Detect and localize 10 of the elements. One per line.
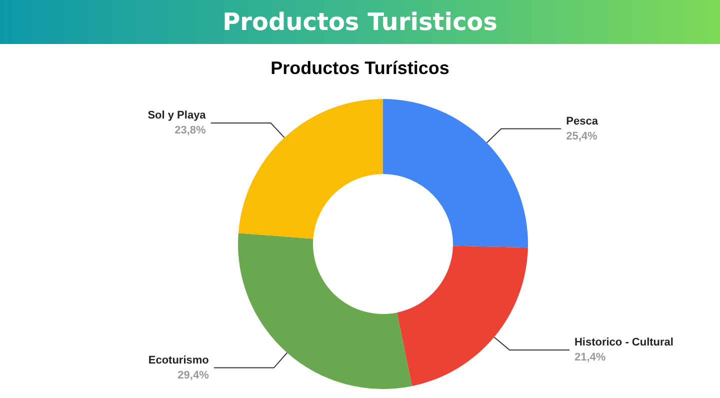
data-label: 25,4% [566, 130, 598, 142]
slice-label: Pesca [566, 115, 599, 128]
chart-title: Productos Turisticos [0, 0, 720, 44]
slice-label: Ecoturismo [148, 354, 210, 366]
data-label: 29,4% [178, 369, 210, 382]
slice-label: Historico - Cultural [574, 336, 674, 348]
slice-label: Sol y Playa [148, 110, 207, 122]
data-label: 21,4% [574, 351, 606, 364]
data-label: 23,8% [174, 124, 206, 137]
chart-subtitle: Productos Turísticos [270, 58, 450, 78]
